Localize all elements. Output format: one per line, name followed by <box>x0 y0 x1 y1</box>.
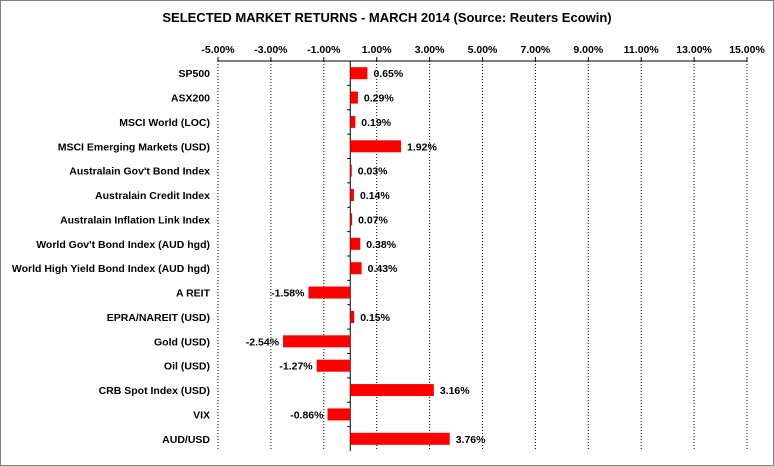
category-label: MSCI Emerging Markets (USD) <box>58 141 210 153</box>
category-label: A REIT <box>176 288 211 300</box>
bar-11 <box>283 335 351 348</box>
category-label: Gold (USD) <box>154 336 210 348</box>
bar-2 <box>350 115 356 128</box>
category-label: CRB Spot Index (USD) <box>99 385 210 397</box>
x-tick-label: 15.00% <box>729 44 765 56</box>
data-label: 0.43% <box>368 263 398 275</box>
x-tick-label: 13.00% <box>676 44 712 56</box>
data-label: -1.58% <box>271 288 305 300</box>
bar-3 <box>350 140 402 153</box>
bar-9 <box>308 286 351 299</box>
data-label: 0.38% <box>366 239 396 251</box>
bar-5 <box>350 189 354 202</box>
x-tick-label: 7.00% <box>521 44 551 56</box>
bar-10 <box>350 310 355 323</box>
data-label: 3.76% <box>456 434 486 446</box>
data-label: 0.03% <box>358 166 388 178</box>
x-tick-label: 1.00% <box>362 44 392 56</box>
bar-12 <box>316 359 351 372</box>
category-label: MSCI World (LOC) <box>119 117 210 129</box>
x-tick-label: -1.00% <box>307 44 341 56</box>
bar-1 <box>350 91 358 104</box>
data-label: 0.07% <box>358 214 388 226</box>
data-label: 3.16% <box>440 385 470 397</box>
x-tick-label: 5.00% <box>468 44 498 56</box>
bar-8 <box>350 262 362 275</box>
category-label: Australain Credit Index <box>95 190 210 202</box>
category-label: EPRA/NAREIT (USD) <box>107 312 210 324</box>
bar-14 <box>327 408 351 421</box>
data-label: -0.86% <box>290 409 324 421</box>
data-label: 0.19% <box>361 117 391 129</box>
category-label: SP500 <box>178 68 210 80</box>
category-label: Australain Inflation Link Index <box>60 214 210 226</box>
data-label: -1.27% <box>279 361 313 373</box>
category-label: VIX <box>193 409 210 421</box>
x-tick-label: 3.00% <box>415 44 445 56</box>
bar-6 <box>350 213 353 226</box>
x-tick-label: 9.00% <box>573 44 603 56</box>
category-label: World Gov't Bond Index (AUD hgd) <box>36 239 210 251</box>
bar-0 <box>350 67 368 80</box>
data-label: -2.54% <box>246 336 280 348</box>
category-label: Oil (USD) <box>164 361 210 373</box>
data-label: 0.29% <box>364 93 394 105</box>
x-tick-label: 11.00% <box>624 44 660 56</box>
bar-13 <box>350 384 434 397</box>
data-label: 0.14% <box>360 190 390 202</box>
bar-4 <box>350 164 352 177</box>
data-label: 1.92% <box>407 141 437 153</box>
data-label: 0.65% <box>373 68 403 80</box>
x-tick-label: -3.00% <box>254 44 288 56</box>
category-label: World High Yield Bond Index (AUD hgd) <box>12 263 210 275</box>
x-tick-label: -5.00% <box>201 44 235 56</box>
chart-title: SELECTED MARKET RETURNS - MARCH 2014 (So… <box>162 10 612 25</box>
category-label: Australain Gov't Bond Index <box>69 166 210 178</box>
data-label: 0.15% <box>360 312 390 324</box>
category-label: AUD/USD <box>162 434 210 446</box>
category-label: ASX200 <box>171 93 210 105</box>
bar-7 <box>350 237 361 250</box>
bar-15 <box>350 432 450 445</box>
